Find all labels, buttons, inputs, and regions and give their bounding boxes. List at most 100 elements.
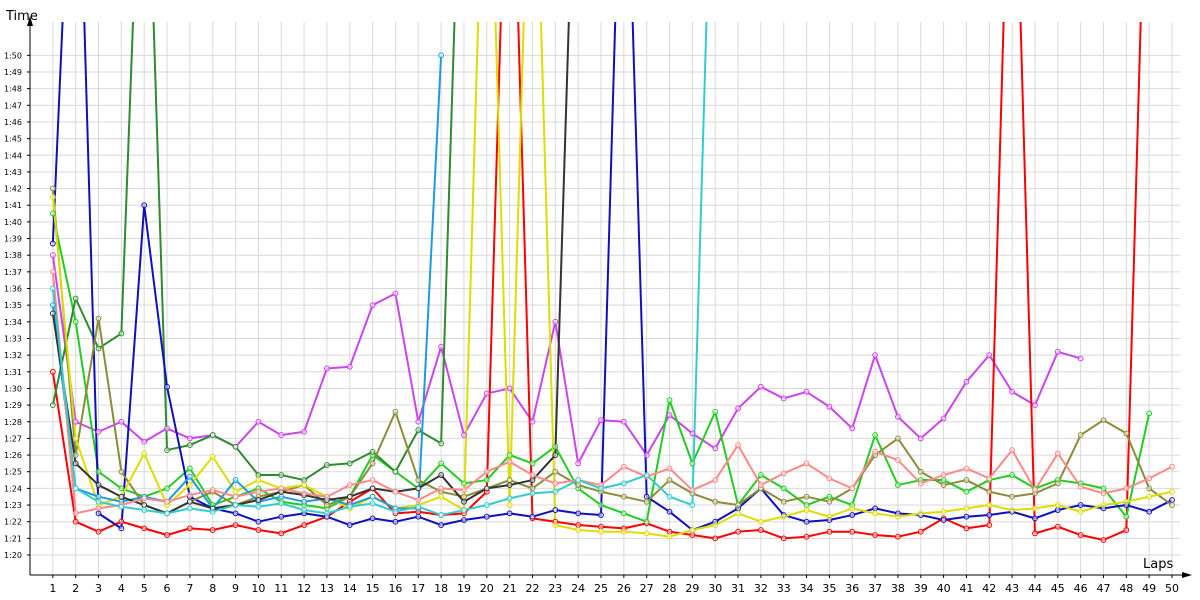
data-point bbox=[940, 415, 947, 422]
data-point bbox=[1169, 463, 1175, 470]
data-point bbox=[301, 507, 307, 513]
data-point bbox=[415, 497, 422, 503]
data-point bbox=[1077, 483, 1084, 490]
data-point bbox=[757, 482, 764, 488]
data-point bbox=[529, 485, 536, 492]
x-tick-label: 37 bbox=[868, 582, 882, 595]
data-point bbox=[780, 498, 787, 505]
data-point bbox=[95, 528, 102, 535]
ticks: 1:20 1:21 1:22 1:23 1:24 1:25 1:26 1:27 1:28 1:29… bbox=[4, 51, 1179, 595]
data-point bbox=[118, 330, 125, 337]
data-point bbox=[757, 383, 764, 390]
y-tick-label: 1:49 bbox=[4, 68, 22, 77]
data-point bbox=[552, 522, 559, 528]
y-tick-label: 1:33 bbox=[4, 334, 22, 343]
data-point bbox=[324, 462, 330, 468]
data-point bbox=[666, 533, 673, 540]
data-point bbox=[552, 468, 559, 475]
data-point bbox=[643, 498, 650, 505]
series-line bbox=[51, 22, 1173, 538]
data-point bbox=[735, 528, 741, 535]
x-tick-label: 46 bbox=[1074, 582, 1088, 595]
series-line bbox=[51, 55, 443, 510]
y-tick-label: 1:50 bbox=[4, 51, 22, 60]
x-tick-label: 30 bbox=[708, 582, 722, 595]
data-point bbox=[1146, 508, 1153, 515]
y-tick-label: 1:22 bbox=[4, 518, 22, 527]
x-tick-label: 21 bbox=[503, 582, 517, 595]
y-tick-label: 1:32 bbox=[4, 351, 22, 360]
data-point bbox=[803, 460, 810, 467]
y-tick-label: 1:34 bbox=[4, 318, 22, 327]
data-point bbox=[438, 440, 445, 447]
data-point bbox=[963, 465, 970, 472]
x-tick-label: 28 bbox=[663, 582, 677, 595]
data-point bbox=[666, 477, 673, 483]
data-point bbox=[963, 525, 970, 532]
data-point bbox=[1032, 402, 1038, 409]
data-point bbox=[186, 492, 193, 498]
data-point bbox=[712, 535, 719, 542]
data-point bbox=[483, 468, 490, 475]
y-tick-label: 1:24 bbox=[4, 484, 22, 493]
y-tick-label: 1:41 bbox=[4, 201, 22, 210]
data-point bbox=[461, 493, 467, 500]
data-point bbox=[826, 498, 833, 505]
x-tick-label: 49 bbox=[1142, 582, 1156, 595]
data-point bbox=[917, 510, 924, 517]
data-point bbox=[461, 480, 467, 487]
x-tick-label: 20 bbox=[480, 582, 494, 595]
data-point bbox=[164, 510, 170, 517]
data-point bbox=[141, 525, 148, 532]
data-point bbox=[209, 487, 216, 493]
data-point bbox=[872, 448, 878, 455]
data-point bbox=[780, 513, 787, 520]
data-point bbox=[1123, 430, 1130, 437]
x-tick-label: 15 bbox=[366, 582, 380, 595]
data-point bbox=[301, 428, 307, 435]
data-point bbox=[438, 52, 445, 59]
data-point bbox=[49, 193, 56, 200]
data-point bbox=[95, 493, 102, 500]
data-point bbox=[278, 432, 285, 438]
x-tick-label: 44 bbox=[1028, 582, 1042, 595]
data-point bbox=[392, 468, 399, 475]
data-point bbox=[917, 468, 924, 475]
data-point bbox=[324, 510, 330, 517]
data-point bbox=[72, 485, 79, 492]
data-point bbox=[1123, 513, 1130, 520]
y-tick-label: 1:21 bbox=[4, 534, 22, 543]
data-point bbox=[164, 485, 170, 492]
y-tick-label: 1:20 bbox=[4, 551, 22, 560]
data-point bbox=[186, 525, 193, 532]
data-point bbox=[666, 528, 673, 535]
data-point bbox=[940, 508, 947, 515]
data-point bbox=[689, 527, 696, 533]
data-point bbox=[506, 477, 513, 483]
data-point bbox=[1077, 355, 1084, 362]
data-point bbox=[415, 513, 422, 520]
data-point bbox=[872, 505, 878, 512]
x-tick-label: 22 bbox=[525, 582, 539, 595]
data-point bbox=[986, 488, 993, 495]
data-point bbox=[232, 510, 239, 517]
data-point bbox=[369, 302, 376, 309]
data-point bbox=[643, 452, 650, 458]
data-point bbox=[712, 498, 719, 505]
data-point bbox=[301, 477, 307, 483]
data-point bbox=[872, 532, 878, 538]
data-point bbox=[1169, 497, 1175, 503]
data-point bbox=[506, 495, 513, 502]
data-point bbox=[712, 522, 719, 528]
x-tick-label: 25 bbox=[594, 582, 608, 595]
data-point bbox=[1100, 485, 1107, 492]
series-line bbox=[51, 271, 1173, 515]
data-point bbox=[1169, 488, 1175, 495]
data-point bbox=[95, 498, 102, 505]
data-point bbox=[1054, 523, 1061, 530]
data-point bbox=[986, 502, 993, 508]
data-point bbox=[1146, 493, 1153, 500]
data-point bbox=[95, 315, 102, 322]
